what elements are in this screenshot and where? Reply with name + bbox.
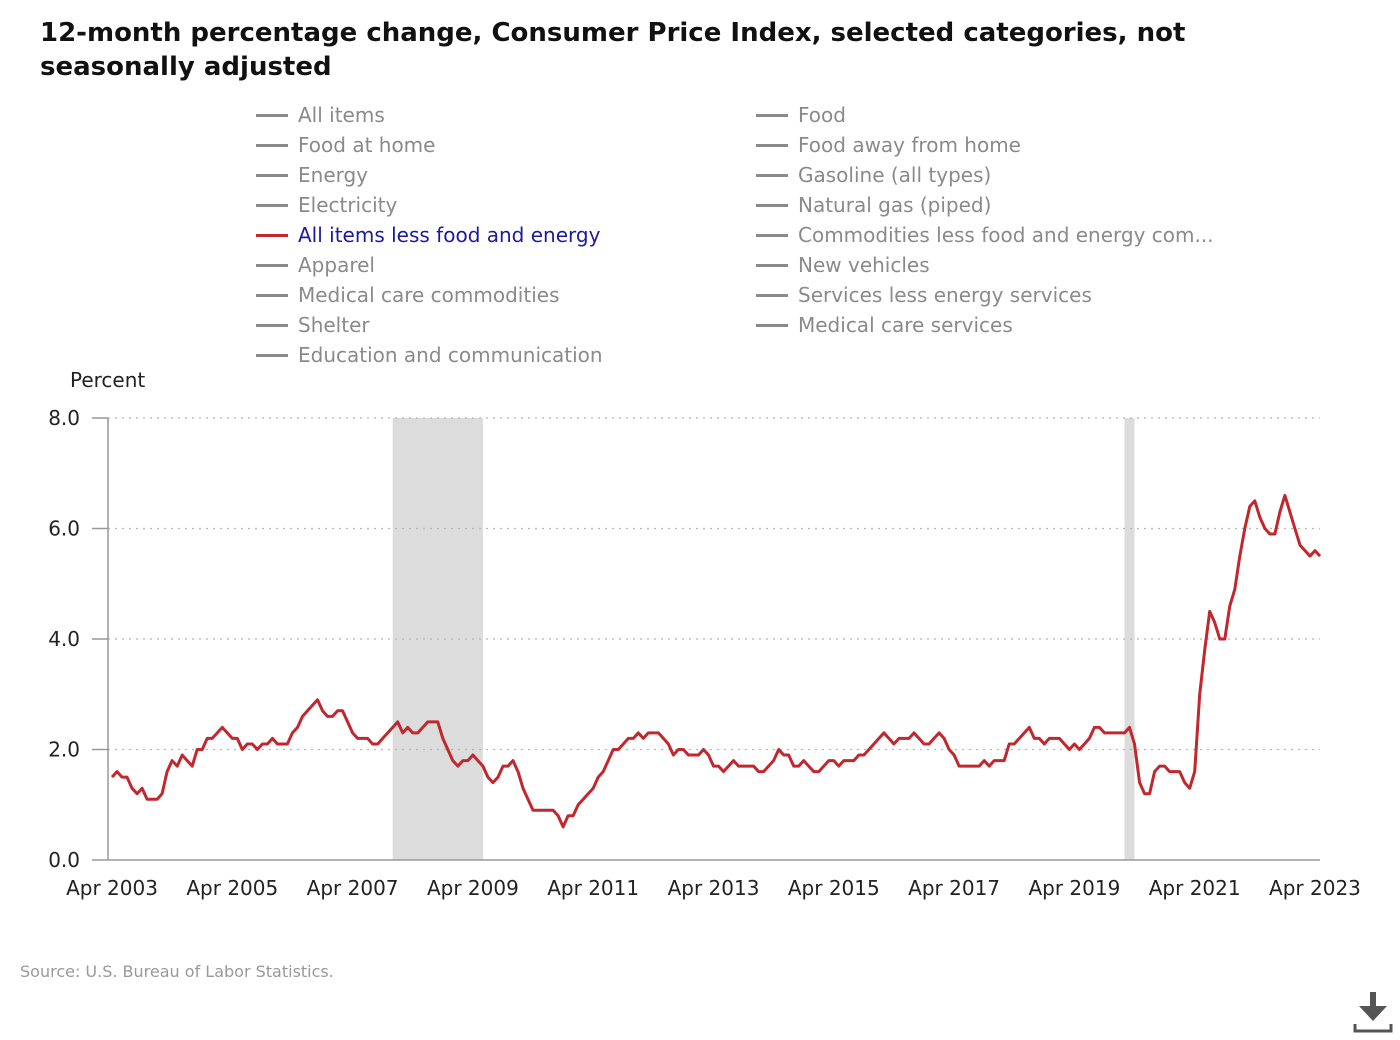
y-tick-label: 6.0 (48, 517, 80, 541)
legend-label: All items less food and energy (298, 223, 601, 247)
legend-label: New vehicles (798, 253, 930, 277)
y-axis-label: Percent (70, 368, 146, 392)
legend-swatch (756, 203, 788, 207)
legend-label: Gasoline (all types) (798, 163, 992, 187)
y-tick-label: 8.0 (48, 406, 80, 430)
legend-item[interactable]: Services less energy services (756, 280, 1092, 310)
legend-label: Apparel (298, 253, 375, 277)
recession-shading (1124, 418, 1135, 860)
download-button[interactable] (1352, 990, 1394, 1034)
legend-label: Medical care commodities (298, 283, 560, 307)
x-tick-label: Apr 2019 (1028, 876, 1120, 900)
legend-swatch (256, 113, 288, 117)
source-note: Source: U.S. Bureau of Labor Statistics. (20, 962, 334, 981)
legend-item[interactable]: Gasoline (all types) (756, 160, 991, 190)
legend-swatch (756, 143, 788, 147)
legend-item[interactable]: All items less food and energy (256, 220, 600, 250)
legend-item[interactable]: Education and communication (256, 340, 603, 370)
legend-swatch (256, 173, 288, 177)
legend-item[interactable]: All items (256, 100, 385, 130)
y-tick-label: 4.0 (48, 627, 80, 651)
legend-item[interactable]: Food away from home (756, 130, 1021, 160)
legend-swatch (756, 263, 788, 267)
legend-label: Education and communication (298, 343, 603, 367)
x-tick-label: Apr 2003 (66, 876, 158, 900)
legend-swatch (756, 173, 788, 177)
x-tick-label: Apr 2011 (547, 876, 639, 900)
legend-item[interactable]: New vehicles (756, 250, 930, 280)
legend-item[interactable]: Natural gas (piped) (756, 190, 991, 220)
legend-swatch (756, 323, 788, 327)
x-tick-label: Apr 2007 (307, 876, 399, 900)
legend-swatch (756, 233, 788, 237)
legend-label: Energy (298, 163, 369, 187)
legend-label: Food at home (298, 133, 436, 157)
legend-item[interactable]: Food (756, 100, 846, 130)
legend-item[interactable]: Energy (256, 160, 368, 190)
legend-item[interactable]: Medical care commodities (256, 280, 559, 310)
legend-item[interactable]: Shelter (256, 310, 370, 340)
legend-swatch (756, 293, 788, 297)
chart-title: 12-month percentage change, Consumer Pri… (40, 18, 1186, 82)
x-tick-label: Apr 2021 (1149, 876, 1241, 900)
legend-item[interactable]: Commodities less food and energy com... (756, 220, 1214, 250)
legend-swatch (256, 293, 288, 297)
legend-swatch (256, 143, 288, 147)
legend-label: Shelter (298, 313, 370, 337)
legend-label: Natural gas (piped) (798, 193, 992, 217)
legend-label: Services less energy services (798, 283, 1092, 307)
x-tick-label: Apr 2009 (427, 876, 519, 900)
download-icon (1353, 992, 1393, 1033)
x-tick-label: Apr 2017 (908, 876, 1000, 900)
legend-label: All items (298, 103, 385, 127)
legend-label: Electricity (298, 193, 398, 217)
legend-item[interactable]: Food at home (256, 130, 435, 160)
legend-swatch (756, 113, 788, 117)
legend-item[interactable]: Apparel (256, 250, 375, 280)
legend-swatch (256, 233, 288, 237)
legend-swatch (256, 323, 288, 327)
series-line (110, 493, 1322, 829)
legend-swatch (256, 353, 288, 357)
legend-label: Food (798, 103, 846, 127)
x-tick-label: Apr 2005 (186, 876, 278, 900)
legend-item[interactable]: Medical care services (756, 310, 1013, 340)
x-tick-label: Apr 2023 (1269, 876, 1361, 900)
legend-label: Food away from home (798, 133, 1021, 157)
legend-label: Commodities less food and energy com... (798, 223, 1214, 247)
legend-label: Medical care services (798, 313, 1013, 337)
legend-swatch (256, 203, 288, 207)
legend-item[interactable]: Electricity (256, 190, 397, 220)
x-tick-label: Apr 2013 (668, 876, 760, 900)
y-tick-label: 2.0 (48, 738, 80, 762)
legend-swatch (256, 263, 288, 267)
y-tick-label: 0.0 (48, 848, 80, 872)
line-chart: 0.0 2.0 4.0 6.0 8.0 Apr 2003 Apr 2005 Apr 2007 A… (48, 406, 1361, 900)
x-tick-label: Apr 2015 (788, 876, 880, 900)
